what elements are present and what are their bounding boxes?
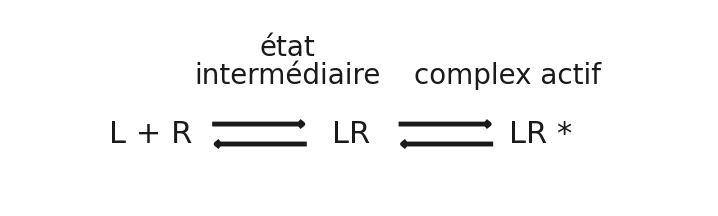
Text: LR: LR	[332, 119, 370, 149]
Text: LR *: LR *	[509, 119, 572, 149]
Text: intermédiaire: intermédiaire	[194, 62, 381, 90]
Text: complex actif: complex actif	[414, 62, 600, 90]
Text: L + R: L + R	[109, 119, 192, 149]
Text: état: état	[259, 34, 315, 62]
